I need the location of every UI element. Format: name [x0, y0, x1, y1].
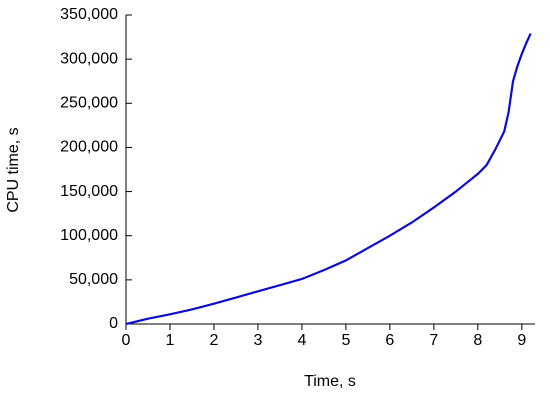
y-tick-label: 200,000	[60, 139, 118, 156]
y-tick-label: 50,000	[69, 271, 118, 288]
y-tick-label: 350,000	[60, 6, 118, 23]
y-tick-label: 250,000	[60, 95, 118, 112]
x-tick-label: 2	[210, 332, 219, 349]
x-tick-label: 3	[253, 332, 262, 349]
x-tick-label: 4	[297, 332, 306, 349]
x-tick-label: 6	[385, 332, 394, 349]
y-tick-label: 0	[109, 315, 118, 332]
y-tick-label: 100,000	[60, 227, 118, 244]
x-axis-label: Time, s	[304, 373, 356, 390]
x-tick-label: 1	[166, 332, 175, 349]
data-line	[125, 33, 532, 326]
y-tick-label: 150,000	[60, 183, 118, 200]
y-axis-label: CPU time, s	[5, 127, 22, 212]
x-tick-label: 7	[429, 332, 438, 349]
x-tick-label: 9	[517, 332, 526, 349]
x-tick-label: 5	[341, 332, 350, 349]
x-tick-label: 0	[122, 332, 131, 349]
y-tick-label: 300,000	[60, 50, 118, 67]
x-tick-label: 8	[473, 332, 482, 349]
